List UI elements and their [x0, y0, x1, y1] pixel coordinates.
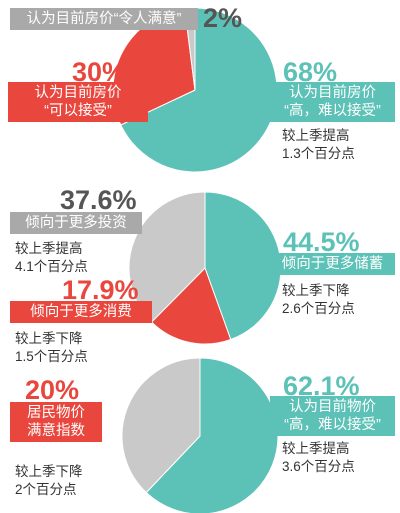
pie-slice — [150, 267, 232, 345]
change-note: 较上季提高 4.1个百分点 — [15, 241, 88, 274]
value-label: 62.1% — [283, 371, 360, 401]
value-label: 44.5% — [283, 227, 360, 257]
value-label: 2% — [203, 3, 243, 33]
highlight-value: 20% — [25, 375, 80, 405]
category-label: 认为目前房价 “可以接受” — [8, 82, 148, 122]
category-label: 倾向于更多消费 — [10, 301, 152, 323]
value-label: 17.9% — [62, 275, 139, 305]
value-label: 30% — [72, 57, 127, 87]
category-label: 倾向于更多投资 — [10, 212, 142, 234]
category-label: 认为目前物价 “高，难以接受” — [270, 396, 395, 436]
change-note: 较上季下降 1.5个百分点 — [15, 331, 88, 364]
category-label: 认为目前房价“令人满意” — [10, 8, 198, 30]
highlight-label: 居民物价 满意指数 — [10, 402, 102, 442]
category-label: 倾向于更多储蓄 — [270, 253, 395, 275]
change-note: 较上季提高 1.3个百分点 — [282, 128, 355, 161]
value-label: 68% — [283, 57, 338, 87]
highlight-note: 较上季下降 2个百分点 — [15, 464, 83, 497]
pie-slice — [121, 357, 201, 494]
change-note: 较上季下降 2.6个百分点 — [282, 283, 355, 316]
pie-slice — [145, 357, 279, 513]
change-note: 较上季提高 3.6个百分点 — [282, 441, 355, 474]
value-label: 37.6% — [60, 185, 137, 215]
pie-slice — [120, 7, 278, 173]
category-label: 认为目前房价 “高，难以接受” — [270, 82, 395, 122]
